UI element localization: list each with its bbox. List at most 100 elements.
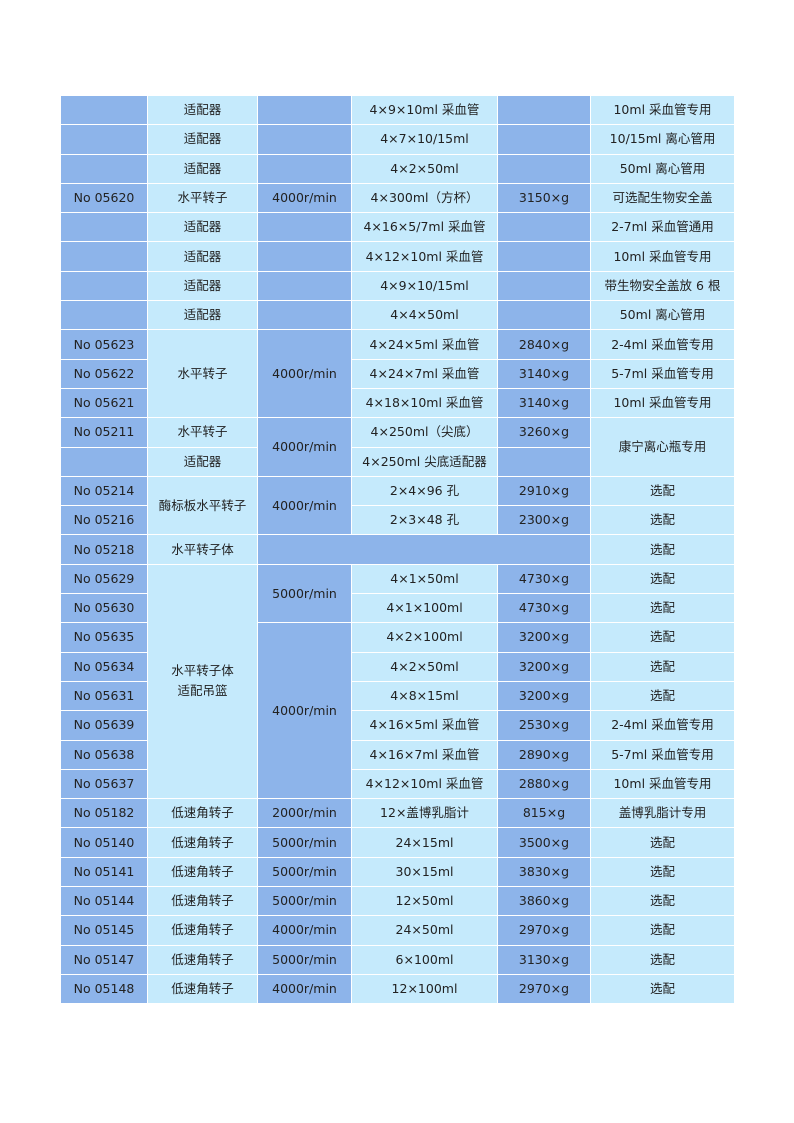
model-cell: No 05211 — [60, 417, 148, 448]
model-cell: No 05145 — [60, 915, 148, 946]
rotor-spec-table: 适配器 4×9×10ml 采血管 10ml 采血管专用 适配器 4×7×10/15ml 1… — [60, 94, 735, 1005]
model-cell — [60, 446, 148, 477]
capacity-cell: 4×2×100ml — [351, 622, 498, 653]
capacity-cell: 24×15ml — [351, 827, 498, 858]
capacity-cell: 4×250ml（尖底） — [351, 417, 498, 448]
max-rcf-cell — [497, 94, 591, 126]
table-row: No 05140 低速角转子 5000r/min 24×15ml 3500×g 选配 — [60, 827, 735, 858]
capacity-cell: 12×盖博乳脂计 — [351, 798, 498, 829]
max-speed-cell — [257, 270, 352, 302]
max-rcf-cell: 3860×g — [497, 886, 591, 917]
max-speed-cell: 4000r/min — [257, 182, 352, 214]
note-cell: 50ml 离心管用 — [590, 300, 735, 331]
table-row: 适配器 4×16×5/7ml 采血管 2-7ml 采血管通用 — [60, 212, 735, 243]
note-cell: 选配 — [590, 475, 735, 507]
model-cell: No 05634 — [60, 651, 148, 682]
max-rcf-cell: 4730×g — [497, 563, 591, 595]
rotor-type-cell: 低速角转子 — [147, 856, 258, 888]
table-row: 适配器 4×250ml 尖底适配器 — [60, 446, 735, 477]
max-rcf-cell: 4730×g — [497, 593, 591, 624]
table-row: No 05145 低速角转子 4000r/min 24×50ml 2970×g 选配 — [60, 915, 735, 946]
model-cell — [60, 241, 148, 272]
max-rcf-cell: 815×g — [497, 798, 591, 829]
capacity-cell: 4×300ml（方杯） — [351, 182, 498, 214]
model-cell: No 05218 — [60, 534, 148, 565]
table-row: No 05182 低速角转子 2000r/min 12×盖博乳脂计 815×g 盖博乳脂计… — [60, 798, 735, 829]
table-row: No 05637 4×12×10ml 采血管 2880×g 10ml 采血管专用 — [60, 768, 735, 800]
rotor-type-cell: 适配器 — [147, 300, 258, 331]
note-cell: 盖博乳脂计专用 — [590, 798, 735, 829]
max-speed-cell: 4000r/min — [257, 475, 352, 536]
rotor-type-cell: 适配器 — [147, 270, 258, 302]
capacity-cell: 4×9×10ml 采血管 — [351, 94, 498, 126]
rotor-type-cell: 适配器 — [147, 446, 258, 477]
rotor-type-cell: 水平转子体 — [147, 534, 258, 565]
capacity-cell: 4×1×50ml — [351, 563, 498, 595]
rotor-type-cell: 适配器 — [147, 212, 258, 243]
note-cell: 10ml 采血管专用 — [590, 387, 735, 419]
model-cell — [60, 212, 148, 243]
model-cell — [60, 124, 148, 155]
note-cell: 选配 — [590, 651, 735, 682]
max-rcf-cell: 2910×g — [497, 475, 591, 507]
table-row: 适配器 4×12×10ml 采血管 10ml 采血管专用 — [60, 241, 735, 272]
note-cell: 选配 — [590, 973, 735, 1005]
capacity-cell: 4×16×5/7ml 采血管 — [351, 212, 498, 243]
model-cell: No 05631 — [60, 680, 148, 712]
model-cell — [60, 270, 148, 302]
note-cell: 10/15ml 离心管用 — [590, 124, 735, 155]
capacity-cell: 4×18×10ml 采血管 — [351, 387, 498, 419]
rotor-type-cell: 水平转子体 适配吊篮 — [147, 563, 258, 800]
rotor-type-cell: 水平转子 — [147, 417, 258, 448]
table-row: No 05148 低速角转子 4000r/min 12×100ml 2970×g 选配 — [60, 973, 735, 1005]
max-speed-cell — [257, 300, 352, 331]
max-rcf-cell: 3140×g — [497, 387, 591, 419]
max-speed-cell — [257, 534, 591, 565]
note-cell: 可选配生物安全盖 — [590, 182, 735, 214]
capacity-cell: 4×250ml 尖底适配器 — [351, 446, 498, 477]
max-rcf-cell: 3500×g — [497, 827, 591, 858]
table-row: 适配器 4×4×50ml 50ml 离心管用 — [60, 300, 735, 331]
max-speed-cell — [257, 241, 352, 272]
table-row: No 05631 4×8×15ml 3200×g 选配 — [60, 680, 735, 712]
rotor-type-cell: 酶标板水平转子 — [147, 475, 258, 536]
table-row: No 05214 酶标板水平转子 4000r/min 2×4×96 孔 2910×g 选配 — [60, 475, 735, 536]
rotor-type-cell: 水平转子 — [147, 329, 258, 419]
note-cell: 50ml 离心管用 — [590, 153, 735, 184]
max-rcf-cell — [497, 241, 591, 272]
max-rcf-cell: 2880×g — [497, 768, 591, 800]
model-cell: No 05216 — [60, 505, 148, 536]
rotor-type-cell: 适配器 — [147, 153, 258, 184]
note-cell: 康宁离心瓶专用 — [590, 417, 735, 477]
model-cell: No 05620 — [60, 182, 148, 214]
table-row: 适配器 4×9×10/15ml 带生物安全盖放 6 根 — [60, 270, 735, 302]
table-row: No 05639 4×16×5ml 采血管 2530×g 2-4ml 采血管专用 — [60, 710, 735, 741]
model-cell: No 05639 — [60, 710, 148, 741]
note-cell: 选配 — [590, 593, 735, 624]
rotor-type-cell: 低速角转子 — [147, 827, 258, 858]
max-rcf-cell: 2300×g — [497, 505, 591, 536]
model-cell: No 05635 — [60, 622, 148, 653]
note-cell: 5-7ml 采血管专用 — [590, 358, 735, 389]
max-speed-cell: 5000r/min — [257, 856, 352, 888]
table-row: 适配器 4×7×10/15ml 10/15ml 离心管用 — [60, 124, 735, 155]
model-cell — [60, 94, 148, 126]
max-rcf-cell — [497, 446, 591, 477]
max-speed-cell — [257, 212, 352, 243]
max-rcf-cell — [497, 270, 591, 302]
rotor-type-cell: 低速角转子 — [147, 915, 258, 946]
rotor-type-cell: 低速角转子 — [147, 973, 258, 1005]
max-speed-cell: 4000r/min — [257, 329, 352, 419]
table-row: No 05216 2×3×48 孔 2300×g 选配 — [60, 505, 735, 536]
note-cell: 选配 — [590, 856, 735, 888]
note-cell: 选配 — [590, 622, 735, 653]
rotor-type-cell: 低速角转子 — [147, 944, 258, 975]
table-row: No 05623 水平转子 4000r/min 4×24×5ml 采血管 2840×g 2… — [60, 329, 735, 419]
max-speed-cell: 5000r/min — [257, 944, 352, 975]
max-rcf-cell: 3150×g — [497, 182, 591, 214]
rotor-type-cell: 适配器 — [147, 124, 258, 155]
model-cell: No 05637 — [60, 768, 148, 800]
model-cell: No 05630 — [60, 593, 148, 624]
model-cell: No 05629 — [60, 563, 148, 595]
model-cell: No 05147 — [60, 944, 148, 975]
